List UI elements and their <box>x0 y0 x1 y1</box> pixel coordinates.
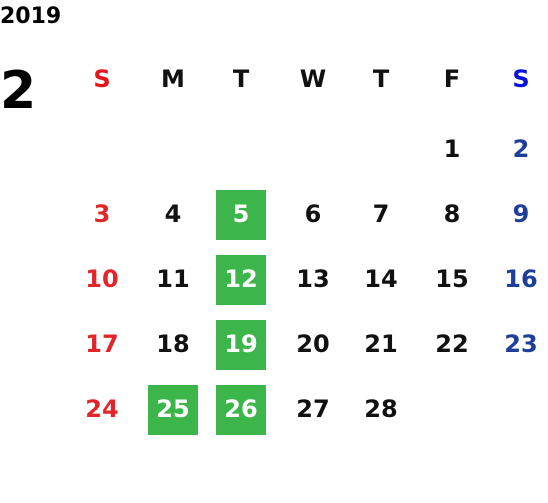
day-number: 21 <box>364 330 397 358</box>
weekday-label: W <box>300 65 326 93</box>
year: 2019 <box>0 4 61 29</box>
day-number: 17 <box>85 330 118 358</box>
day-number: 18 <box>156 330 189 358</box>
day-number: 23 <box>504 330 537 358</box>
day-number: 28 <box>364 395 397 423</box>
day-number: 20 <box>296 330 329 358</box>
weekday-label: M <box>161 65 185 93</box>
weekday-label: S <box>512 65 529 93</box>
day-number: 16 <box>504 265 537 293</box>
weekday-label: S <box>93 65 110 93</box>
day-number: 1 <box>444 135 461 163</box>
day-number: 14 <box>364 265 397 293</box>
day-number: 7 <box>373 200 390 228</box>
day-number: 5 <box>233 200 250 228</box>
day-number: 26 <box>224 395 257 423</box>
weekday-label: F <box>444 65 460 93</box>
day-number: 15 <box>435 265 468 293</box>
highlight-box <box>148 385 198 435</box>
day-number: 24 <box>85 395 118 423</box>
day-number: 11 <box>156 265 189 293</box>
highlight-box <box>216 385 266 435</box>
month: 2 <box>0 61 36 121</box>
highlight-box <box>216 255 266 305</box>
day-number: 22 <box>435 330 468 358</box>
day-number: 27 <box>296 395 329 423</box>
day-number: 10 <box>85 265 118 293</box>
day-number: 3 <box>94 200 111 228</box>
highlight-box <box>216 320 266 370</box>
day-number: 13 <box>296 265 329 293</box>
day-number: 6 <box>305 200 322 228</box>
day-number: 9 <box>513 200 530 228</box>
weekday-label: T <box>233 65 250 93</box>
day-number: 25 <box>156 395 189 423</box>
day-number: 12 <box>224 265 257 293</box>
day-number: 8 <box>444 200 461 228</box>
day-number: 2 <box>513 135 530 163</box>
day-number: 4 <box>165 200 182 228</box>
day-number: 19 <box>224 330 257 358</box>
weekday-label: T <box>373 65 390 93</box>
highlight-box <box>216 190 266 240</box>
